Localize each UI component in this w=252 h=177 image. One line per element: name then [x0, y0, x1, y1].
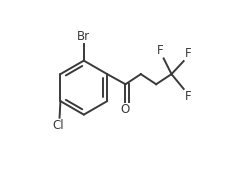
Text: F: F [184, 90, 191, 103]
Text: Cl: Cl [53, 119, 64, 132]
Text: F: F [156, 44, 163, 57]
Text: Br: Br [77, 30, 90, 43]
Text: F: F [184, 47, 191, 60]
Text: O: O [120, 103, 130, 116]
